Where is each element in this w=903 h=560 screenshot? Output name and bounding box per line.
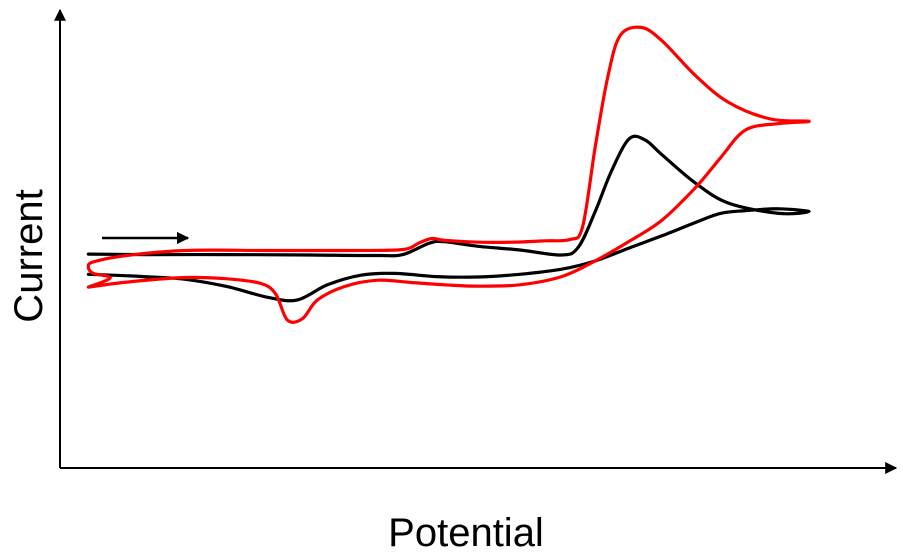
red-voltammogram-line <box>86 25 811 324</box>
x-axis-label: Potential <box>388 511 544 555</box>
black-voltammogram-line <box>86 134 811 303</box>
series-layer <box>86 25 811 324</box>
y-axis-label: Current <box>7 189 51 322</box>
